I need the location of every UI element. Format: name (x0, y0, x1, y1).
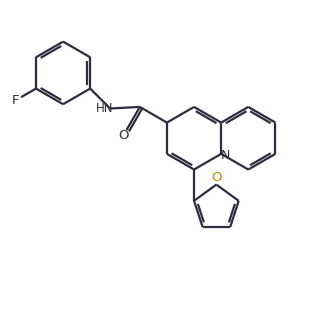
Text: N: N (221, 149, 230, 162)
Text: F: F (11, 94, 19, 107)
Text: O: O (211, 171, 222, 184)
Text: HN: HN (96, 102, 113, 115)
Text: O: O (118, 129, 128, 143)
